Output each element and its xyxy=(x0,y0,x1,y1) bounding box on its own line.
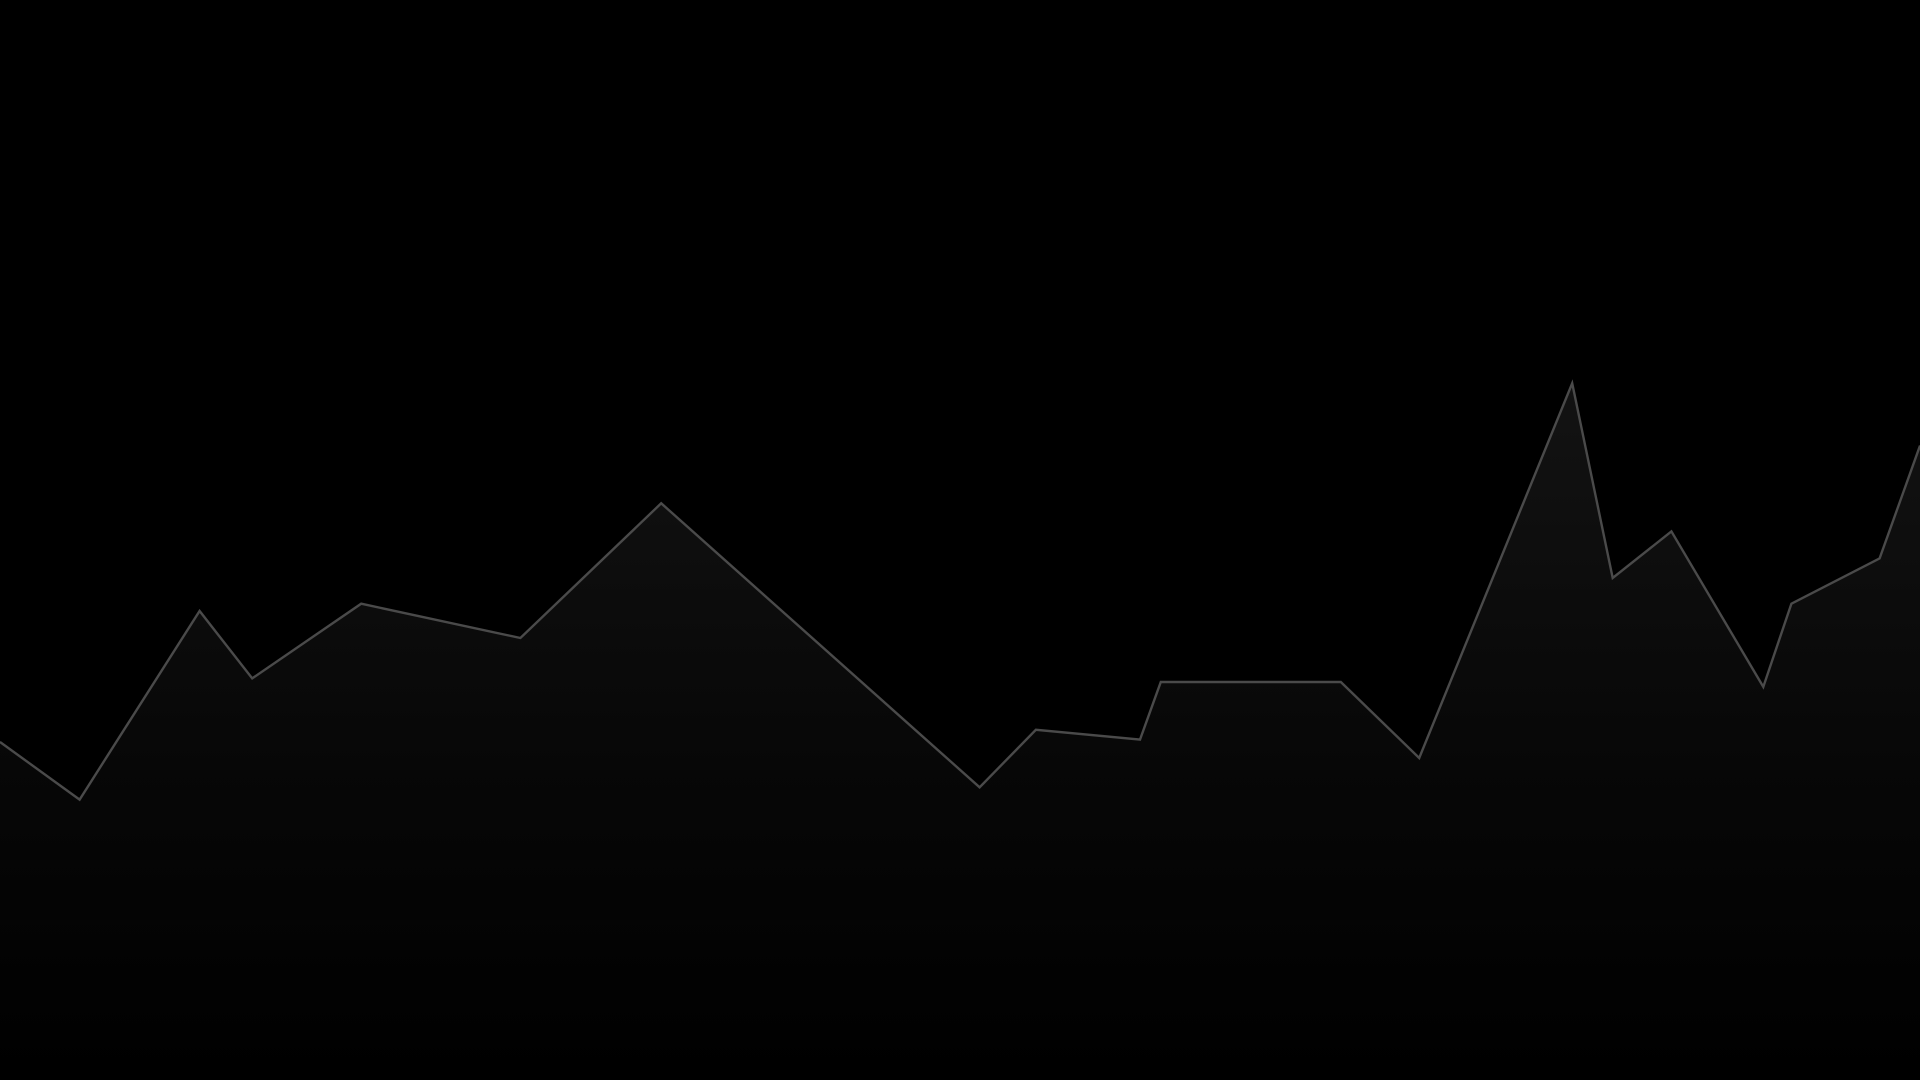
data-point xyxy=(1790,603,1792,605)
data-point xyxy=(1612,577,1614,579)
series-line xyxy=(0,379,1920,802)
data-point xyxy=(360,603,362,605)
data-point xyxy=(519,637,522,639)
data-point xyxy=(1670,530,1672,533)
data-point xyxy=(251,677,253,680)
data-point xyxy=(1340,681,1342,683)
data-point xyxy=(199,610,201,612)
data-point xyxy=(1160,681,1162,683)
data-point xyxy=(1139,739,1141,741)
data-point xyxy=(1418,757,1420,759)
data-point xyxy=(1035,729,1037,731)
data-point xyxy=(660,502,662,504)
data-point xyxy=(1762,686,1764,688)
data-point xyxy=(979,786,981,788)
series-layer xyxy=(0,379,1920,1080)
data-point xyxy=(1571,382,1573,384)
data-point xyxy=(0,741,1,743)
series-area-fill xyxy=(0,383,1920,1080)
data-point xyxy=(79,799,81,801)
data-point xyxy=(1879,557,1881,560)
